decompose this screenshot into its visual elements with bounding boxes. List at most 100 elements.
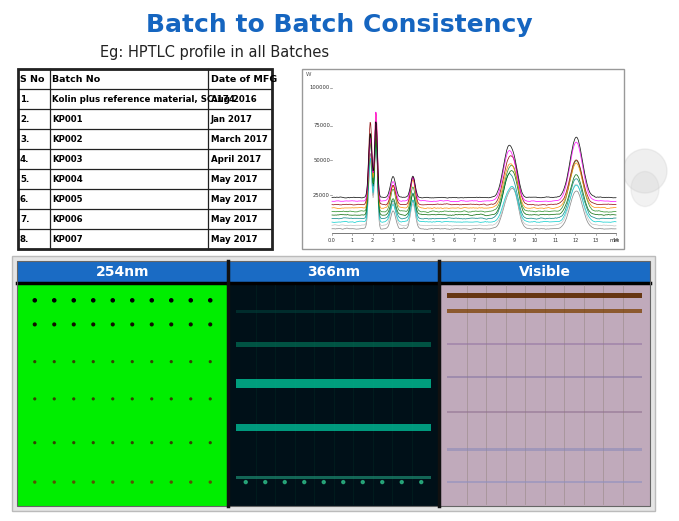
Circle shape	[72, 299, 75, 302]
Text: 12: 12	[572, 238, 579, 242]
Circle shape	[73, 442, 75, 443]
Text: 3: 3	[391, 238, 394, 242]
Circle shape	[33, 299, 36, 302]
Circle shape	[623, 149, 667, 193]
Circle shape	[73, 323, 75, 326]
Circle shape	[189, 299, 192, 302]
Circle shape	[151, 481, 153, 483]
Circle shape	[170, 323, 172, 326]
Bar	[236, 379, 431, 388]
Bar	[439, 261, 650, 283]
Bar	[17, 261, 228, 506]
Circle shape	[151, 398, 153, 400]
Circle shape	[53, 299, 56, 302]
Text: 254nm: 254nm	[96, 265, 149, 279]
Circle shape	[381, 480, 384, 483]
Text: 6: 6	[452, 238, 456, 242]
Text: May 2017: May 2017	[211, 234, 257, 243]
Circle shape	[209, 323, 212, 326]
Text: 13: 13	[593, 238, 599, 242]
Circle shape	[92, 442, 94, 443]
Circle shape	[400, 480, 403, 483]
Text: 25000: 25000	[313, 193, 330, 197]
Circle shape	[112, 481, 114, 483]
Bar	[439, 261, 650, 506]
Ellipse shape	[631, 171, 659, 206]
Text: S No: S No	[20, 75, 45, 83]
Bar	[17, 261, 228, 506]
Circle shape	[111, 299, 114, 302]
Text: 6.: 6.	[20, 194, 29, 204]
Text: 3.: 3.	[20, 134, 29, 143]
Circle shape	[73, 361, 75, 363]
Circle shape	[131, 361, 133, 363]
Bar	[236, 310, 431, 313]
Text: 366nm: 366nm	[307, 265, 360, 279]
Text: KP002: KP002	[52, 134, 83, 143]
Text: Batch No: Batch No	[52, 75, 100, 83]
Circle shape	[209, 442, 211, 443]
Text: 100000: 100000	[310, 85, 330, 90]
Circle shape	[209, 361, 211, 363]
Circle shape	[151, 323, 153, 326]
Circle shape	[92, 299, 95, 302]
Text: 2: 2	[371, 238, 374, 242]
Text: 11: 11	[552, 238, 558, 242]
Text: 1.: 1.	[20, 94, 29, 104]
Text: KP006: KP006	[52, 215, 83, 224]
Circle shape	[131, 481, 133, 483]
Circle shape	[170, 398, 172, 400]
Text: 8.: 8.	[20, 234, 29, 243]
Text: Kolin plus reference material, SC:174: Kolin plus reference material, SC:174	[52, 94, 235, 104]
Bar	[302, 69, 624, 249]
Circle shape	[130, 299, 134, 302]
Circle shape	[53, 323, 56, 326]
Bar	[236, 476, 431, 479]
Text: 75000: 75000	[313, 123, 330, 128]
Bar	[447, 411, 642, 413]
Text: May 2017: May 2017	[211, 215, 257, 224]
Circle shape	[170, 361, 172, 363]
Circle shape	[190, 442, 191, 443]
Circle shape	[92, 481, 94, 483]
Text: Jan 2017: Jan 2017	[211, 115, 253, 123]
Circle shape	[190, 361, 191, 363]
Circle shape	[283, 480, 287, 483]
Text: 4.: 4.	[20, 155, 29, 164]
Text: March 2017: March 2017	[211, 134, 268, 143]
Circle shape	[54, 398, 55, 400]
Circle shape	[342, 480, 345, 483]
Circle shape	[73, 481, 75, 483]
Circle shape	[33, 323, 36, 326]
Circle shape	[361, 480, 364, 483]
Text: Eg: HPTLC profile in all Batches: Eg: HPTLC profile in all Batches	[100, 45, 329, 60]
Bar	[18, 69, 272, 249]
Bar	[236, 424, 431, 431]
Bar	[439, 261, 650, 506]
Text: W: W	[306, 72, 312, 77]
Circle shape	[208, 299, 212, 302]
Text: April 2017: April 2017	[211, 155, 261, 164]
Circle shape	[189, 481, 191, 483]
Circle shape	[92, 323, 94, 326]
Text: 2.: 2.	[20, 115, 29, 123]
Text: 5: 5	[432, 238, 435, 242]
Circle shape	[34, 442, 36, 443]
Circle shape	[92, 398, 94, 400]
Text: 1: 1	[351, 238, 354, 242]
Circle shape	[190, 398, 191, 400]
Circle shape	[209, 398, 211, 400]
Bar	[447, 376, 642, 378]
Circle shape	[54, 361, 55, 363]
Circle shape	[131, 442, 133, 443]
Circle shape	[54, 442, 55, 443]
Circle shape	[73, 398, 75, 400]
Text: 8: 8	[493, 238, 496, 242]
Text: 14: 14	[613, 238, 619, 242]
Circle shape	[151, 442, 153, 443]
Circle shape	[323, 480, 325, 483]
Circle shape	[189, 323, 192, 326]
Circle shape	[112, 398, 113, 400]
Text: Batch to Batch Consistency: Batch to Batch Consistency	[146, 13, 533, 37]
Text: May 2017: May 2017	[211, 175, 257, 183]
